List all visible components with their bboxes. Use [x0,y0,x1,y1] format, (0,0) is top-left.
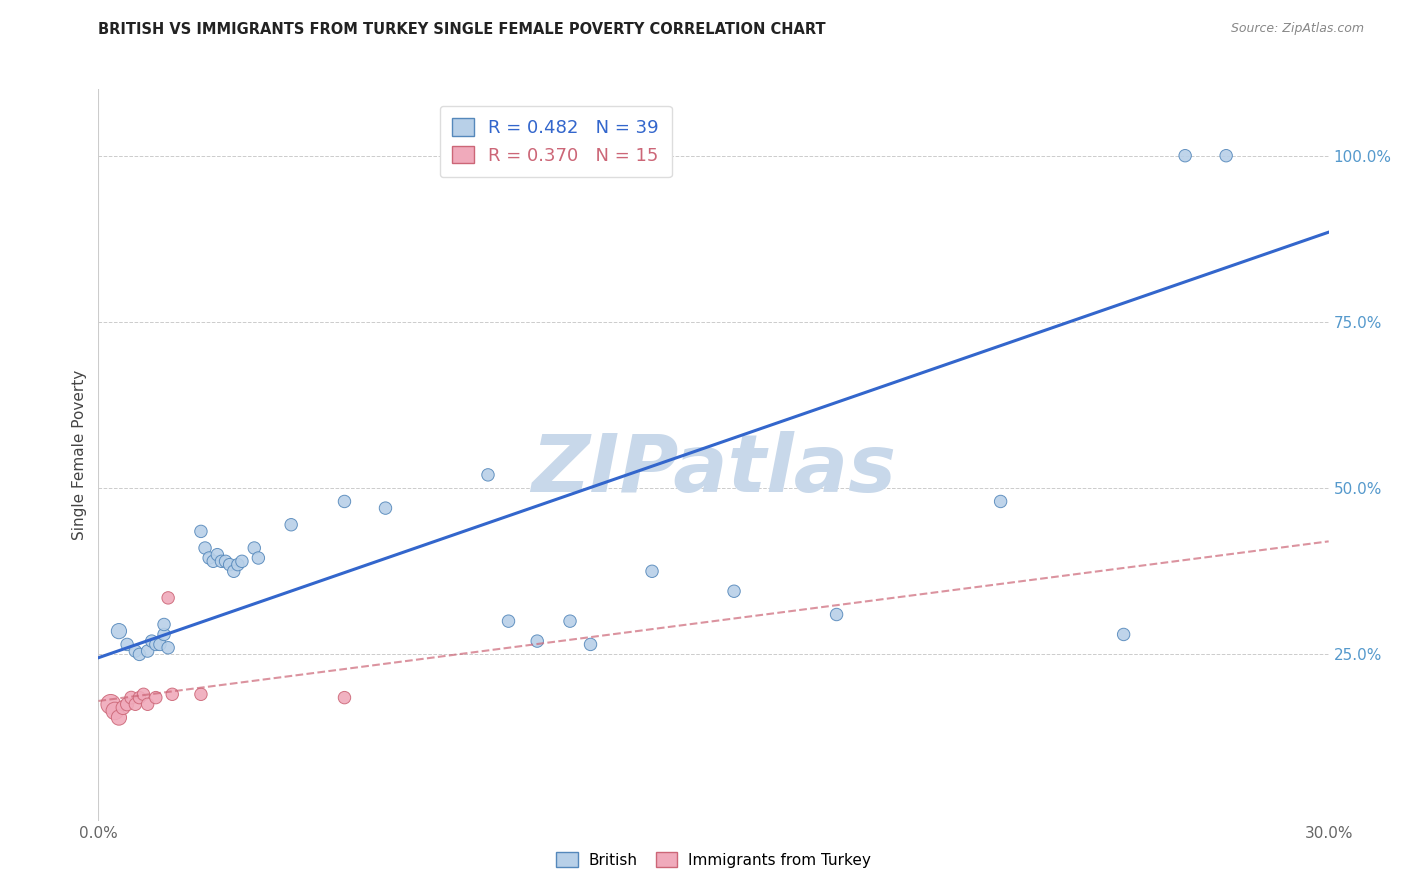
Point [157,640,180,655]
Text: Source: ZipAtlas.com: Source: ZipAtlas.com [1230,22,1364,36]
Point [145,637,167,651]
Point [218,558,240,572]
Point [120,690,142,705]
Y-axis label: Single Female Poverty: Single Female Poverty [72,370,87,540]
Point [141,634,163,648]
Point [1174,149,1197,163]
Point [280,517,302,532]
Point [226,558,249,572]
Point [641,564,664,578]
Point [115,698,138,712]
Point [477,467,499,482]
Point [498,614,520,628]
Point [214,554,236,568]
Point [136,644,159,658]
Point [198,551,221,566]
Point [145,690,167,705]
Legend: British, Immigrants from Turkey: British, Immigrants from Turkey [548,845,879,875]
Point [190,687,212,701]
Point [108,710,131,724]
Point [207,548,229,562]
Point [149,637,172,651]
Point [162,687,184,701]
Point [157,591,180,605]
Point [1215,149,1237,163]
Point [990,494,1012,508]
Point [104,704,127,718]
Point [247,551,270,566]
Point [128,648,150,662]
Point [115,637,138,651]
Point [243,541,266,555]
Point [825,607,848,622]
Point [153,627,176,641]
Point [112,700,135,714]
Point [526,634,548,648]
Point [124,698,146,712]
Point [190,524,212,539]
Point [108,624,131,639]
Point [231,554,253,568]
Point [100,698,122,712]
Point [222,564,245,578]
Text: ZIPatlas: ZIPatlas [531,431,896,508]
Text: BRITISH VS IMMIGRANTS FROM TURKEY SINGLE FEMALE POVERTY CORRELATION CHART: BRITISH VS IMMIGRANTS FROM TURKEY SINGLE… [98,22,827,37]
Point [194,541,217,555]
Point [202,554,225,568]
Point [723,584,745,599]
Point [124,644,146,658]
Point [1112,627,1135,641]
Point [153,617,176,632]
Point [136,698,159,712]
Point [132,687,155,701]
Point [128,690,150,705]
Point [333,494,356,508]
Point [333,690,356,705]
Point [579,637,602,651]
Point [211,554,233,568]
Point [558,614,581,628]
Point [374,501,396,516]
